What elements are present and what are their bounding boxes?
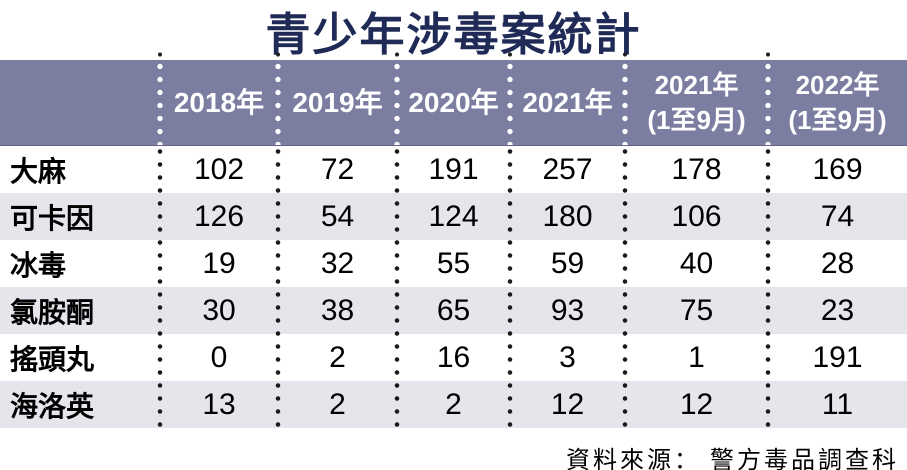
value-cell: 1: [688, 340, 705, 374]
value-cell: 59: [550, 246, 585, 280]
header-period-label: (1至9月): [788, 104, 887, 135]
value-cell: 126: [193, 199, 245, 233]
header-period-label: (1至9月): [647, 104, 746, 135]
header-year-label: 2021年: [522, 86, 613, 118]
row-label: 氯胺酮: [10, 296, 95, 328]
value-cell: 178: [671, 152, 722, 186]
value-cell: 32: [320, 246, 355, 280]
row-label: 海洛英: [10, 390, 95, 422]
value-cell: 106: [671, 199, 722, 233]
value-cell: 3: [559, 340, 576, 374]
value-cell: 2: [445, 387, 462, 421]
value-cell: 13: [202, 387, 236, 421]
value-cell: 28: [820, 246, 855, 280]
value-cell: 257: [542, 152, 593, 186]
value-cell: 55: [436, 246, 471, 280]
page-title: 青少年涉毒案統計: [265, 9, 642, 60]
value-cell: 2: [329, 340, 346, 374]
header-year-label: 2019年: [292, 86, 383, 118]
value-cell: 54: [320, 199, 355, 233]
source-note: 資料來源： 警方毒品調查科: [566, 448, 899, 470]
header-cell-2019: 2019年: [278, 60, 397, 145]
value-cell: 40: [679, 246, 714, 280]
value-cell: 72: [320, 152, 355, 186]
value-cell: 180: [542, 199, 593, 233]
value-cell: 30: [202, 293, 236, 327]
row-label: 可卡因: [10, 202, 95, 234]
value-cell: 11: [821, 387, 854, 421]
header-cell-2021: 2021年: [510, 60, 625, 145]
header-cell-2018: 2018年: [160, 60, 278, 145]
header-cell-empty: [0, 60, 160, 145]
value-cell: 191: [428, 152, 479, 186]
row-label: 大麻: [10, 155, 67, 187]
row-label: 搖頭丸: [10, 343, 95, 375]
row-meth: 冰毒 19 32 55 59 40 28: [0, 240, 907, 287]
value-cell: 191: [812, 340, 863, 374]
value-cell: 169: [812, 152, 863, 186]
row-cannabis: 大麻 102 72 191 257 178 169: [0, 146, 907, 193]
row-heroin: 海洛英 13 2 2 12 12 11: [0, 381, 907, 428]
stats-table: 2018年 2019年 2020年 2021年 2021年 (1至9月) 202…: [0, 48, 907, 435]
value-cell: 65: [436, 293, 471, 327]
value-cell: 0: [210, 340, 228, 374]
value-cell: 124: [428, 199, 479, 233]
header-year-label: 2022年: [795, 69, 880, 100]
value-cell: 93: [550, 293, 585, 327]
value-cell: 38: [320, 293, 355, 327]
row-cocaine: 可卡因 126 54 124 180 106 74: [0, 193, 907, 240]
value-cell: 19: [202, 246, 236, 280]
value-cell: 23: [820, 293, 855, 327]
value-cell: 102: [193, 152, 245, 186]
header-year-label: 2018年: [173, 86, 265, 118]
value-cell: 75: [679, 293, 714, 327]
table-header-row: 2018年 2019年 2020年 2021年 2021年 (1至9月) 202…: [0, 60, 907, 146]
value-cell: 16: [436, 340, 471, 374]
value-cell: 2: [329, 387, 346, 421]
value-cell: 74: [820, 199, 855, 233]
value-cell: 12: [679, 387, 714, 421]
row-label: 冰毒: [10, 249, 67, 281]
header-cell-2020: 2020年: [397, 60, 510, 145]
header-cell-2021-partial: 2021年 (1至9月): [625, 60, 768, 145]
header-cell-2022-partial: 2022年 (1至9月): [768, 60, 907, 145]
row-ecstasy: 搖頭丸 0 2 16 3 1 191: [0, 334, 907, 381]
value-cell: 12: [550, 387, 585, 421]
header-year-label: 2020年: [408, 86, 499, 118]
row-ketamine: 氯胺酮 30 38 65 93 75 23: [0, 287, 907, 334]
header-year-label: 2021年: [654, 69, 739, 100]
